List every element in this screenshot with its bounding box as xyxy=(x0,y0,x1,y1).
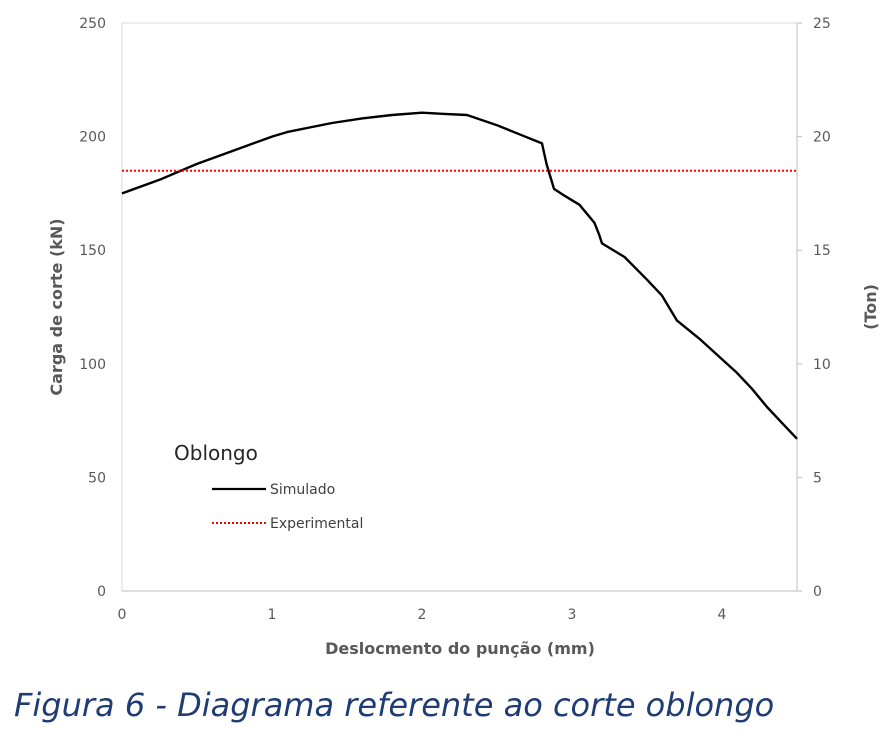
y-tick-label: 0 xyxy=(97,584,106,600)
x-tick-label: 3 xyxy=(568,607,577,623)
x-tick-label: 1 xyxy=(268,607,277,623)
y2-tick-labels: 0 5 10 15 20 25 xyxy=(797,16,831,600)
y-tick-labels: 0 50 100 150 200 250 xyxy=(79,16,106,600)
y2-tick-label: 10 xyxy=(813,357,831,373)
series-group xyxy=(121,111,798,440)
y2-tick-label: 15 xyxy=(813,243,831,259)
y-tick-label: 250 xyxy=(79,16,106,32)
chart: 0 50 100 150 200 250 0 5 10 15 20 25 0 1 2 3 4 Deslocm… xyxy=(47,16,880,658)
x-tick-label: 4 xyxy=(718,607,727,623)
x-axis-title: Deslocmento do punção (mm) xyxy=(325,639,595,658)
y2-tick-label: 5 xyxy=(813,470,822,486)
legend-title: Oblongo xyxy=(174,441,258,465)
y-axis-title: Carga de corte (kN) xyxy=(47,218,66,395)
series-line-simulado xyxy=(121,111,798,440)
legend: Oblongo Simulado Experimental xyxy=(174,441,363,532)
x-tick-labels: 0 1 2 3 4 xyxy=(118,607,727,623)
y-tick-label: 100 xyxy=(79,357,106,373)
y-tick-label: 50 xyxy=(88,470,106,486)
x-tick-label: 2 xyxy=(418,607,427,623)
y2-tick-label: 20 xyxy=(813,130,831,146)
plot-area xyxy=(121,22,798,592)
x-tick-label: 0 xyxy=(118,607,127,623)
y-tick-label: 200 xyxy=(79,130,106,146)
legend-label-experimental: Experimental xyxy=(270,516,363,532)
y2-tick-label: 0 xyxy=(813,584,822,600)
legend-label-simulado: Simulado xyxy=(270,482,335,498)
y2-tick-label: 25 xyxy=(813,16,831,32)
y2-axis-title: (Ton) xyxy=(861,284,880,330)
y-tick-label: 150 xyxy=(79,243,106,259)
figure-caption: Figura 6 - Diagrama referente ao corte o… xyxy=(14,686,775,724)
